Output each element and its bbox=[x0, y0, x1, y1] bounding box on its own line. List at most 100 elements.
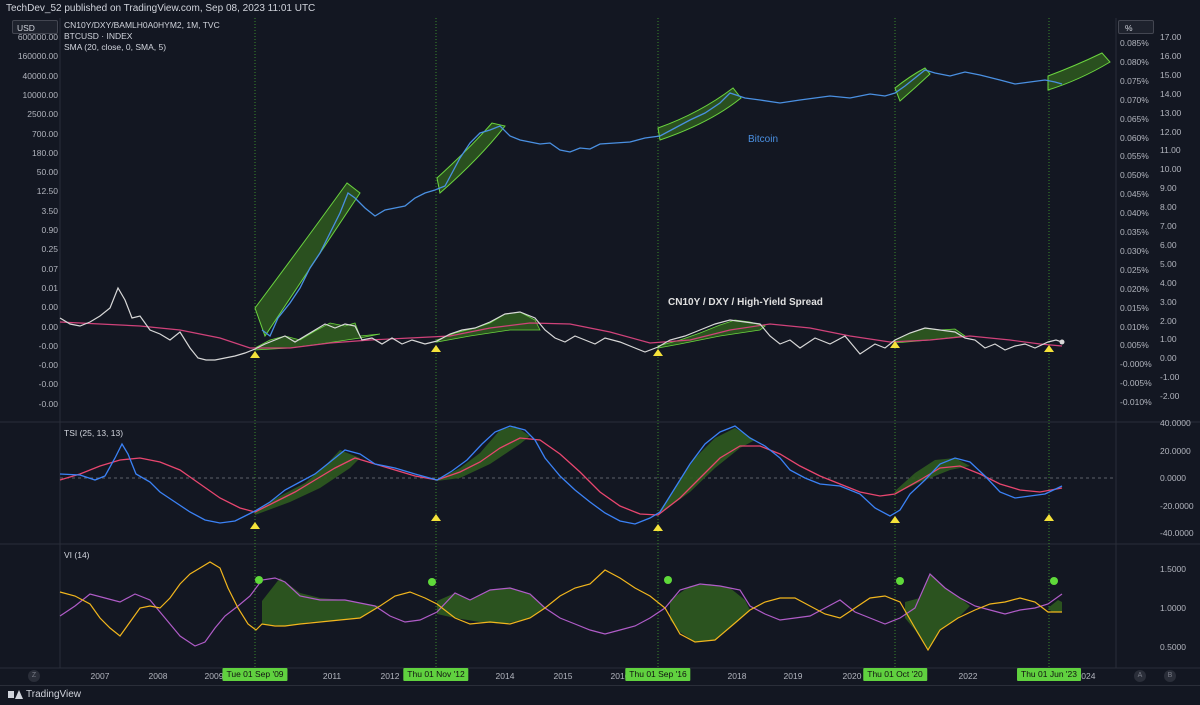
left-axis-tick: -0.00 bbox=[38, 398, 58, 409]
year-label: 2015 bbox=[553, 671, 573, 681]
left-axis-tick: 2500.00 bbox=[27, 109, 58, 120]
year-label: 2007 bbox=[90, 671, 110, 681]
vi-plus-line bbox=[59, 561, 1062, 652]
year-label: 2008 bbox=[148, 671, 168, 681]
zoom-toggle-button[interactable]: Z bbox=[28, 670, 40, 682]
percent-axis-tick: 0.075% bbox=[1120, 75, 1149, 86]
right-axis-tick: 13.00 bbox=[1160, 107, 1182, 118]
left-axis-tick: -0.00 bbox=[38, 340, 58, 351]
tsi-line bbox=[59, 425, 1063, 525]
vi-axis-tick: 1.0000 bbox=[1160, 603, 1186, 613]
left-axis-tick: 40000.00 bbox=[22, 70, 58, 81]
left-axis-tick: -0.00 bbox=[38, 379, 58, 390]
percent-axis-tick: 0.025% bbox=[1120, 264, 1149, 275]
left-axis-tick: 0.90 bbox=[41, 225, 58, 235]
currency-selector[interactable]: USD bbox=[12, 20, 58, 34]
percent-axis-tick: -0.010% bbox=[1120, 397, 1152, 408]
date-tag: Thu 01 Oct '20 bbox=[863, 668, 927, 681]
left-axis-tick: -0.00 bbox=[38, 360, 58, 371]
right-axis-tick: 12.00 bbox=[1160, 126, 1182, 137]
percent-axis-tick: 0.015% bbox=[1120, 302, 1149, 313]
right-axis-tick: 14.00 bbox=[1160, 88, 1182, 99]
year-label: 2019 bbox=[783, 671, 803, 681]
bitcoin-line bbox=[261, 69, 1063, 338]
tradingview-wordmark: TradingView bbox=[26, 689, 82, 700]
percent-axis-tick: 0.045% bbox=[1120, 189, 1149, 200]
publish-text: TechDev_52 published on TradingView.com,… bbox=[6, 3, 316, 14]
percent-axis-tick: 0.005% bbox=[1120, 340, 1149, 351]
main-pane-markers bbox=[250, 341, 1054, 358]
percent-axis-tick: 0.010% bbox=[1120, 321, 1149, 332]
left-axis-tick: 0.00 bbox=[41, 302, 58, 313]
percent-axis-tick: -0.005% bbox=[1120, 378, 1152, 389]
right-axis-tick: -2.00 bbox=[1160, 391, 1180, 402]
right-axis-tick: 0.00 bbox=[1160, 353, 1177, 364]
date-tag: Thu 01 Nov '12 bbox=[403, 668, 469, 681]
chart-frame[interactable]: USD % CN10Y/DXY/BAMLH0A0HYM2, 1M, TVC BT… bbox=[0, 18, 1200, 685]
percent-axis-tick: 0.040% bbox=[1120, 208, 1149, 219]
tsi-axis-tick: 20.0000 bbox=[1160, 445, 1191, 456]
legend-ratio[interactable]: CN10Y/DXY/BAMLH0A0HYM2, 1M, TVC bbox=[64, 20, 220, 30]
tsi-label[interactable]: TSI (25, 13, 13) bbox=[64, 428, 124, 438]
tsi-pane-markers bbox=[250, 514, 1054, 531]
percent-axis-tick: 0.020% bbox=[1120, 283, 1149, 294]
year-label: 2012 bbox=[380, 671, 400, 681]
left-axis-tick: 700.00 bbox=[32, 128, 58, 139]
percent-axis-tick: 0.060% bbox=[1120, 132, 1149, 143]
tsi-signal-line bbox=[59, 437, 1063, 516]
percent-scale-selector[interactable]: % bbox=[1118, 20, 1154, 34]
tsi-axis-tick: -40.0000 bbox=[1160, 528, 1194, 538]
left-axis-tick: 600000.00 bbox=[17, 32, 58, 42]
year-label: 2020 bbox=[842, 671, 862, 681]
date-tag: Tue 01 Sep '09 bbox=[222, 668, 288, 681]
percent-axis-tick: 0.055% bbox=[1120, 151, 1149, 162]
year-label: 2016 bbox=[610, 671, 630, 681]
right-axis-tick: 2.00 bbox=[1160, 315, 1177, 326]
percent-axis-tick: 0.085% bbox=[1120, 38, 1149, 48]
right-axis-tick: 10.00 bbox=[1160, 164, 1182, 175]
left-axis-tick: 12.50 bbox=[36, 186, 58, 197]
left-axis-tick: 180.00 bbox=[32, 147, 58, 158]
left-axis-tick: 0.07 bbox=[41, 263, 58, 274]
right-axis-tick: 16.00 bbox=[1160, 50, 1182, 61]
right-axis-tick: 15.00 bbox=[1160, 69, 1182, 80]
bitcoin-highlight-bands bbox=[254, 52, 1111, 338]
vi-minus-line bbox=[59, 572, 1063, 647]
scale-button[interactable]: B bbox=[1164, 670, 1176, 682]
left-axis-tick: 3.50 bbox=[41, 205, 58, 216]
auto-scale-button[interactable]: A bbox=[1134, 670, 1146, 682]
tradingview-logo-icon bbox=[8, 690, 23, 699]
percent-axis-tick: 0.070% bbox=[1120, 94, 1149, 105]
left-axis-tick: 160000.00 bbox=[17, 51, 58, 62]
year-label: 2011 bbox=[322, 671, 342, 681]
year-label: 2014 bbox=[495, 671, 515, 681]
vi-highlight-areas bbox=[262, 574, 1062, 650]
right-axis-tick: 1.00 bbox=[1160, 334, 1177, 345]
right-axis-tick: 17.00 bbox=[1160, 32, 1182, 42]
ratio-highlight-areas bbox=[254, 311, 967, 351]
footer-bar: TradingView bbox=[0, 685, 1200, 705]
right-axis-tick: 5.00 bbox=[1160, 258, 1177, 269]
date-tag: Thu 01 Sep '16 bbox=[625, 668, 691, 681]
year-label: 2018 bbox=[727, 671, 747, 681]
right-axis-tick: 4.00 bbox=[1160, 277, 1177, 288]
chart-canvas[interactable] bbox=[0, 18, 1200, 685]
legend-sma[interactable]: SMA (20, close, 0, SMA, 5) bbox=[64, 42, 167, 52]
percent-axis-tick: 0.035% bbox=[1120, 227, 1149, 237]
annotation-ratio: CN10Y / DXY / High-Yield Spread bbox=[668, 297, 823, 308]
tradingview-brand[interactable]: TradingView bbox=[8, 689, 81, 700]
year-label: 2022 bbox=[958, 671, 978, 681]
right-axis-tick: 3.00 bbox=[1160, 296, 1177, 307]
year-label: 2009 bbox=[204, 671, 224, 681]
vi-label[interactable]: VI (14) bbox=[64, 550, 90, 560]
tsi-axis-tick: 40.0000 bbox=[1160, 418, 1191, 428]
percent-axis-tick: 0.080% bbox=[1120, 56, 1149, 67]
vi-signal-dots bbox=[255, 576, 1058, 586]
right-axis-tick: 9.00 bbox=[1160, 183, 1177, 194]
left-axis-tick: 10000.00 bbox=[22, 89, 58, 100]
percent-axis-tick: 0.030% bbox=[1120, 245, 1149, 256]
legend-btcusd[interactable]: BTCUSD · INDEX bbox=[64, 31, 133, 41]
right-axis-tick: 11.00 bbox=[1160, 145, 1181, 156]
right-axis-tick: 6.00 bbox=[1160, 239, 1177, 250]
tsi-axis-tick: -20.0000 bbox=[1160, 500, 1194, 511]
